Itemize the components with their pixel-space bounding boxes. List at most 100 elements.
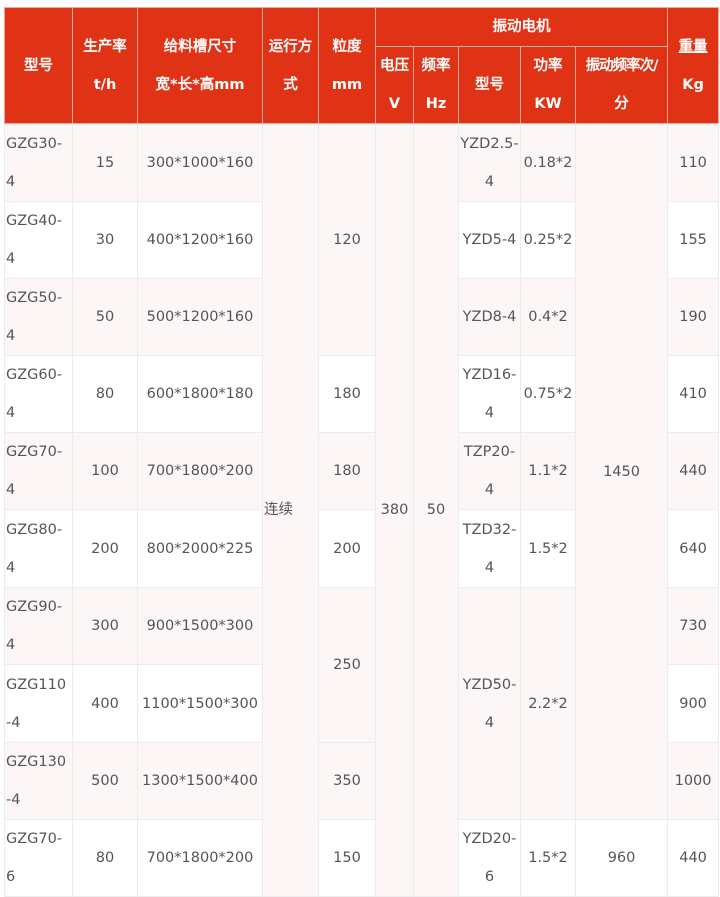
header-power-label: 功率 xyxy=(533,58,563,74)
cell-power: 0.75*2 xyxy=(520,355,576,433)
cell-weight: 1000 xyxy=(667,742,720,820)
cell-capacity: 300 xyxy=(72,587,138,665)
cell-weight: 110 xyxy=(667,123,720,202)
cell-run: 连续 xyxy=(262,123,319,897)
cell-trough: 700*1800*200 xyxy=(137,432,263,510)
cell-power: 0.18*2 xyxy=(520,123,576,202)
cell-capacity: 50 xyxy=(72,278,138,356)
cell-model: GZG130-4 xyxy=(4,742,73,820)
cell-motor-model: YZD2.5-4 xyxy=(458,123,521,202)
cell-capacity: 15 xyxy=(72,123,138,202)
cell-granularity: 150 xyxy=(318,819,376,897)
cell-granularity: 120 xyxy=(318,123,376,356)
header-vib-freq-unit: 分 xyxy=(614,96,629,112)
cell-model: GZG70-4 xyxy=(4,432,73,510)
cell-motor-model: YZD5-4 xyxy=(458,201,521,279)
cell-granularity: 180 xyxy=(318,432,376,510)
header-trough-label: 给料槽尺寸 xyxy=(163,38,237,55)
cell-model: GZG40-4 xyxy=(4,201,73,279)
table-row: GZG80-4 200 800*2000*225 200 TZD32-4 1.5… xyxy=(4,509,720,588)
cell-trough: 600*1800*180 xyxy=(137,355,263,433)
cell-power: 0.4*2 xyxy=(520,278,576,356)
header-granularity-label: 粒度 xyxy=(332,38,362,55)
header-granularity-unit: mm xyxy=(331,76,363,93)
cell-model: GZG60-4 xyxy=(4,355,73,433)
header-power: 功率 KW xyxy=(520,46,576,124)
table-row: GZG40-4 30 400*1200*160 YZD5-4 0.25*2 15… xyxy=(4,201,720,279)
cell-capacity: 80 xyxy=(72,355,138,433)
cell-motor-model: YZD20-6 xyxy=(458,819,521,897)
header-motor-group: 振动电机 xyxy=(374,7,669,47)
cell-motor-model: YZD16-4 xyxy=(458,355,521,433)
cell-frequency: 50 xyxy=(413,123,459,897)
cell-trough: 800*2000*225 xyxy=(137,509,263,588)
cell-weight: 440 xyxy=(667,432,720,510)
cell-granularity: 200 xyxy=(318,509,376,588)
header-weight: 重量 Kg xyxy=(667,7,720,124)
header-weight-label: 重量 xyxy=(678,38,708,55)
header-capacity-label: 生产率 xyxy=(83,38,127,55)
cell-granularity: 350 xyxy=(318,742,376,820)
header-trough-unit: 宽*长*高mm xyxy=(155,76,245,93)
cell-capacity: 400 xyxy=(72,664,138,743)
header-frequency: 频率 Hz xyxy=(413,46,459,124)
cell-power: 1.5*2 xyxy=(520,819,576,897)
cell-trough: 1300*1500*400 xyxy=(137,742,263,820)
cell-weight: 730 xyxy=(667,587,720,665)
cell-capacity: 500 xyxy=(72,742,138,820)
header-frequency-unit: Hz xyxy=(425,96,447,112)
cell-vib-freq: 1450 xyxy=(574,123,669,820)
table-row: GZG70-4 100 700*1800*200 180 TZP20-4 1.1… xyxy=(4,432,720,510)
table-row: GZG30-4 15 300*1000*160 连续 120 380 50 YZ… xyxy=(4,123,720,897)
cell-weight: 410 xyxy=(667,355,720,433)
header-voltage-label: 电压 xyxy=(380,58,409,74)
cell-weight: 900 xyxy=(667,664,720,743)
header-run: 运行方式 xyxy=(262,7,319,124)
header-granularity: 粒度 mm xyxy=(318,7,376,124)
cell-granularity: 250 xyxy=(318,587,376,743)
cell-motor-model: TZD32-4 xyxy=(458,509,521,588)
header-weight-unit: Kg xyxy=(682,76,704,93)
cell-model: GZG70-6 xyxy=(4,819,73,897)
header-motor-model: 型号 xyxy=(458,46,521,124)
header-capacity: 生产率 t/h xyxy=(72,7,138,124)
table-row: GZG90-4 300 900*1500*300 250 YZD50-4 2.2… xyxy=(4,587,720,820)
cell-capacity: 30 xyxy=(72,201,138,279)
cell-trough: 1100*1500*300 xyxy=(137,664,263,743)
header-vib-freq: 振动频率次/分 xyxy=(574,46,669,124)
cell-power: 1.1*2 xyxy=(520,432,576,510)
table-row: GZG60-4 80 600*1800*180 180 YZD16-4 0.75… xyxy=(4,355,720,433)
table-row: GZG70-6 80 700*1800*200 150 YZD20-6 1.5*… xyxy=(4,819,720,897)
cell-weight: 640 xyxy=(667,509,720,588)
cell-trough: 900*1500*300 xyxy=(137,587,263,665)
cell-weight: 440 xyxy=(667,819,720,897)
header-trough: 给料槽尺寸宽*长*高mm xyxy=(137,7,263,124)
cell-granularity: 180 xyxy=(318,355,376,433)
header-model-label: 型号 xyxy=(24,57,53,74)
cell-voltage: 380 xyxy=(375,123,414,897)
cell-weight: 155 xyxy=(667,201,720,279)
table-row: GZG50-4 50 500*1200*160 YZD8-4 0.4*2 190 xyxy=(4,278,720,356)
cell-trough: 500*1200*160 xyxy=(137,278,263,356)
cell-vib-freq: 960 xyxy=(574,819,669,897)
cell-model: GZG30-4 xyxy=(4,123,73,202)
header-vib-freq-label: 振动频率次/ xyxy=(585,58,659,74)
header-run-label-2: 式 xyxy=(283,76,298,93)
cell-model: GZG50-4 xyxy=(4,278,73,356)
cell-capacity: 80 xyxy=(72,819,138,897)
spec-table: 型号 生产率 t/h 给料槽尺寸宽*长*高mm 运行方式 粒度 mm 振动电机 重量… xyxy=(4,7,720,897)
cell-model: GZG80-4 xyxy=(4,509,73,588)
header-frequency-label: 频率 xyxy=(421,58,451,74)
header-run-label: 运行方 xyxy=(268,38,313,55)
cell-capacity: 200 xyxy=(72,509,138,588)
cell-capacity: 100 xyxy=(72,432,138,510)
cell-trough: 300*1000*160 xyxy=(137,123,263,202)
cell-motor-model: YZD50-4 xyxy=(458,587,521,820)
cell-model: GZG90-4 xyxy=(4,587,73,665)
header-power-unit: KW xyxy=(534,96,562,112)
header-model: 型号 xyxy=(4,7,73,124)
cell-trough: 400*1200*160 xyxy=(137,201,263,279)
cell-model: GZG110-4 xyxy=(4,664,73,743)
cell-weight: 190 xyxy=(667,278,720,356)
cell-motor-model: TZP20-4 xyxy=(458,432,521,510)
